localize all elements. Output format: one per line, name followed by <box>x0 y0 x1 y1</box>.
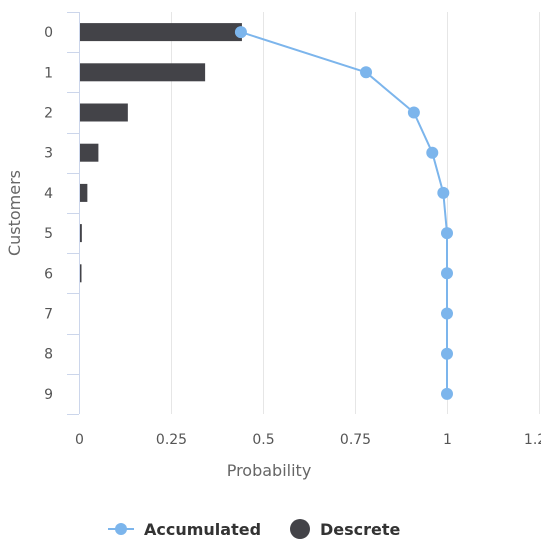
x-tick-label: 0.5 <box>252 432 274 448</box>
descrete-bar <box>80 63 206 82</box>
descrete-bar <box>80 143 99 162</box>
y-tick-label: 3 <box>44 146 53 162</box>
legend-marker-symbol <box>290 519 310 539</box>
accumulated-point[interactable] <box>234 26 247 39</box>
legend-item-descrete[interactable]: Descrete <box>290 519 401 539</box>
y-axis-title: Customers <box>5 170 24 256</box>
legend-label: Descrete <box>320 520 401 539</box>
y-tick-label: 8 <box>44 347 53 363</box>
accumulated-point[interactable] <box>437 186 450 199</box>
y-tick-label: 5 <box>44 226 53 242</box>
descrete-bar <box>80 224 82 243</box>
legend-marker-symbol <box>115 523 127 535</box>
accumulated-point[interactable] <box>360 66 373 79</box>
accumulated-point[interactable] <box>441 307 453 320</box>
y-tick-label: 9 <box>44 387 53 403</box>
y-tick-label: 7 <box>44 307 53 323</box>
descrete-bar <box>80 103 128 122</box>
y-tick-label: 4 <box>44 186 53 202</box>
accumulated-line <box>240 31 448 394</box>
y-tick-label: 2 <box>44 106 53 122</box>
x-tick-label: 0.25 <box>156 432 187 448</box>
y-tick-label: 0 <box>44 25 53 41</box>
legend: Accumulated Descrete <box>108 519 401 539</box>
descrete-bar <box>80 264 82 283</box>
x-tick-label: 0.75 <box>340 432 371 448</box>
descrete-bar <box>80 183 88 202</box>
category-axis <box>67 12 80 415</box>
accumulated-point[interactable] <box>407 106 420 119</box>
legend-item-accumulated[interactable]: Accumulated <box>108 520 261 539</box>
gridlines <box>171 12 540 414</box>
x-axis-title: Probability <box>227 461 312 480</box>
y-tick-label: 6 <box>44 266 53 282</box>
accumulated-point[interactable] <box>441 227 453 240</box>
value-axis-ticks: 0 0.25 0.5 0.75 1 1.25 <box>75 432 541 448</box>
accumulated-point[interactable] <box>426 146 439 159</box>
legend-label: Accumulated <box>144 520 261 539</box>
y-tick-label: 1 <box>44 65 53 81</box>
descrete-bar <box>80 23 242 42</box>
accumulated-point[interactable] <box>441 387 453 400</box>
accumulated-point[interactable] <box>441 347 453 360</box>
x-tick-label: 1 <box>443 432 452 448</box>
accumulated-point[interactable] <box>441 267 453 280</box>
descrete-series <box>80 23 242 283</box>
x-tick-label: 0 <box>75 432 84 448</box>
x-tick-label: 1.25 <box>524 432 541 448</box>
category-axis-ticks: 0 1 2 3 4 5 6 7 8 9 <box>44 25 53 403</box>
accumulated-series <box>234 26 453 400</box>
